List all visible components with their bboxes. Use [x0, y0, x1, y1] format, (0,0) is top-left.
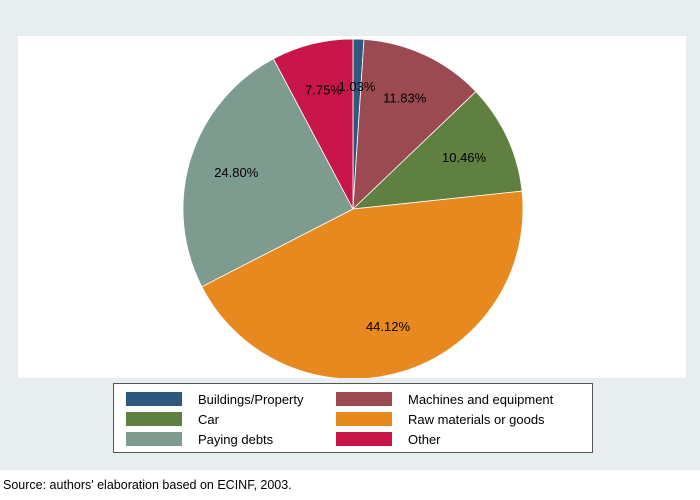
pie-slice-car — [351, 90, 523, 210]
slice-label-car: 10.46% — [442, 150, 487, 165]
legend-label: Buildings/Property — [198, 391, 304, 407]
slice-label-buildings-property: 1.03% — [339, 79, 376, 94]
plot-area: 1.03% 11.83% 10.46% 44.12% 24.80% 7.75% — [18, 36, 686, 378]
legend-item-buildings-property: Buildings/Property — [126, 390, 304, 408]
legend-item-raw-materials-or-goods: Raw materials or goods — [336, 410, 545, 428]
legend-swatch — [126, 392, 182, 406]
chart-frame: 1.03% 11.83% 10.46% 44.12% 24.80% 7.75% Build… — [0, 0, 700, 470]
slice-label-raw-materials-or-goods: 44.12% — [366, 319, 411, 334]
legend-swatch — [336, 432, 392, 446]
legend-label: Machines and equipment — [408, 391, 554, 407]
pie-slice-machines-and-equipment — [352, 38, 477, 210]
legend-swatch — [126, 432, 182, 446]
legend-label: Paying debts — [198, 431, 274, 447]
pie-slice-raw-materials-or-goods — [201, 190, 524, 378]
slice-label-machines-and-equipment: 11.83% — [383, 91, 427, 106]
legend-item-other: Other — [336, 430, 441, 448]
pie-slice-paying-debts — [182, 58, 354, 288]
legend: Buildings/Property Machines and equipment… — [113, 383, 593, 453]
legend-swatch — [336, 392, 392, 406]
legend-item-machines-and-equipment: Machines and equipment — [336, 390, 553, 408]
slice-label-paying-debts: 24.80% — [214, 165, 259, 180]
source-note: Source: authors' elaboration based on EC… — [3, 478, 292, 492]
legend-label: Raw materials or goods — [408, 411, 545, 427]
slice-label-other: 7.75% — [305, 83, 342, 98]
legend-item-car: Car — [126, 410, 219, 428]
legend-item-paying-debts: Paying debts — [126, 430, 273, 448]
legend-swatch — [336, 412, 392, 426]
legend-swatch — [126, 412, 182, 426]
pie-slice-other — [272, 38, 354, 210]
pie-chart: 1.03% 11.83% 10.46% 44.12% 24.80% 7.75% — [182, 38, 524, 378]
legend-label: Car — [198, 411, 219, 427]
legend-label: Other — [408, 431, 441, 447]
